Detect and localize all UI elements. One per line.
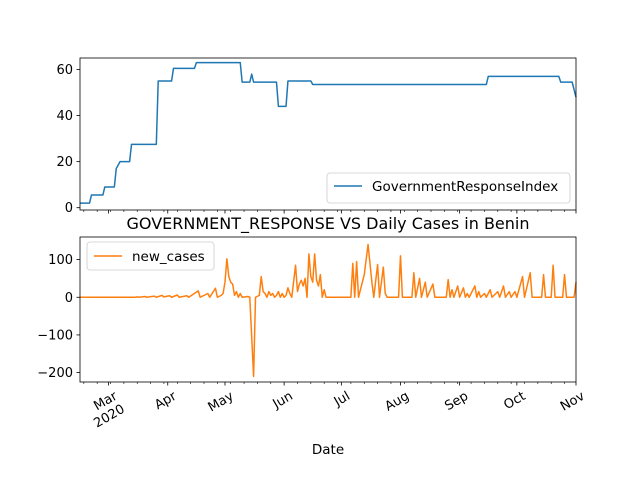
y-tick-label: 0	[65, 201, 73, 216]
x-tick-label: Jul	[331, 389, 353, 410]
top-legend-box	[326, 172, 571, 204]
chart-title: GOVERNMENT_RESPONSE VS Daily Cases in Be…	[126, 214, 529, 234]
y-tick-label: −200	[37, 366, 73, 381]
y-tick-label: 100	[48, 253, 73, 268]
y-tick-label: 20	[56, 155, 73, 170]
legend-label-new-cases: new_cases	[132, 249, 205, 265]
x-tick-label-line: Jul	[331, 389, 353, 410]
top-axes: 0 20 40 60 GovernmentResponseIndex	[56, 57, 577, 216]
top-legend: GovernmentResponseIndex	[326, 172, 571, 204]
series-line-government-response-index	[80, 61, 577, 204]
legend-label-government-response-index: GovernmentResponseIndex	[372, 179, 558, 195]
bottom-y-ticks: −200 −100 0 100	[37, 253, 80, 381]
y-tick-label: 60	[56, 63, 73, 78]
bottom-legend: new_cases	[86, 241, 215, 271]
bottom-legend-box	[86, 241, 215, 271]
y-tick-label: −100	[37, 328, 73, 343]
top-axes-frame	[79, 57, 577, 211]
bottom-axes-frame	[79, 236, 577, 383]
x-axis-label: Date	[312, 442, 344, 458]
top-x-ticks	[83, 210, 577, 214]
y-tick-label: 0	[65, 291, 73, 306]
series-line-new-cases	[80, 243, 577, 378]
top-y-ticks: 0 20 40 60	[56, 63, 80, 216]
y-tick-label: 40	[56, 109, 73, 124]
